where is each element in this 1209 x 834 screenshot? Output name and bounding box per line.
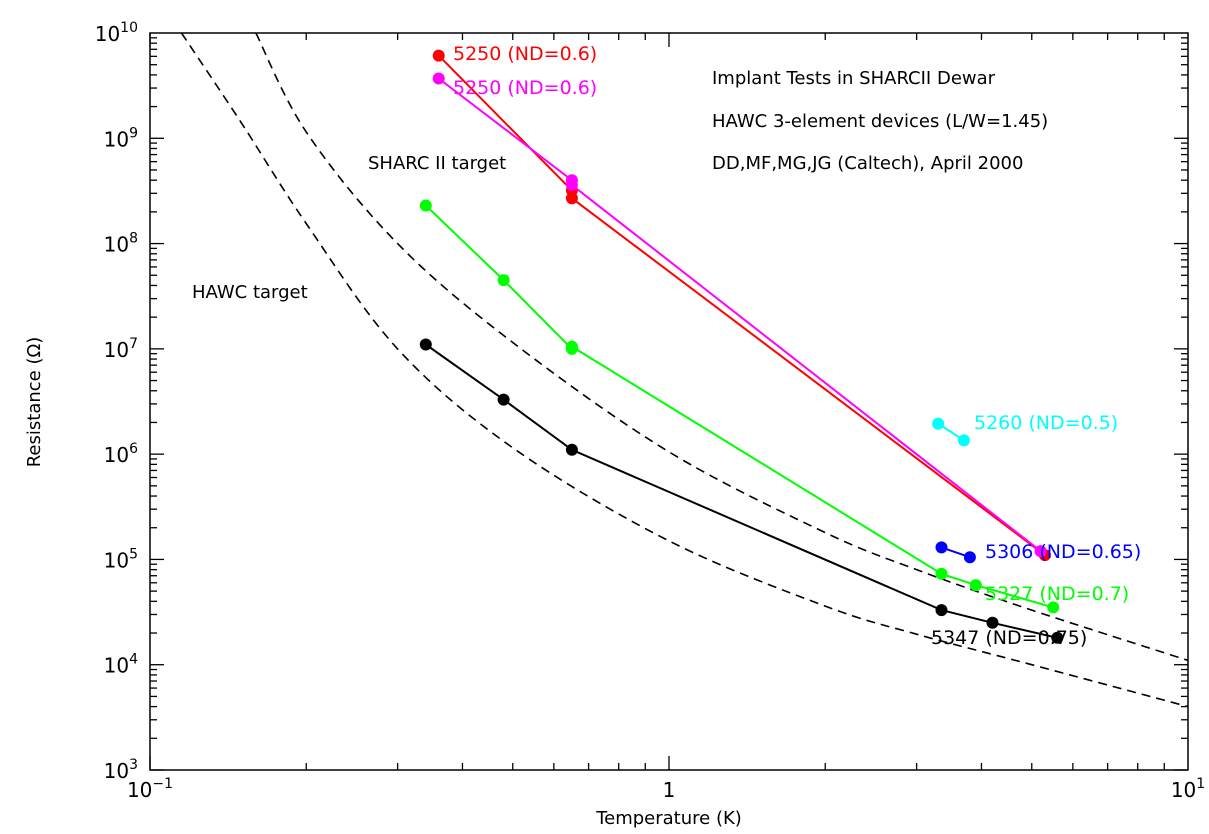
data-point — [1051, 631, 1064, 644]
x-tick-label: 10−1 — [127, 776, 173, 802]
data-point — [969, 579, 982, 592]
data-point — [419, 338, 432, 351]
y-tick-label: 104 — [104, 652, 138, 678]
series-line — [425, 343, 1058, 639]
plot-frame — [149, 32, 1189, 771]
data-point — [935, 604, 948, 617]
x-tick-label: 101 — [1171, 776, 1205, 802]
series-label-5250-red: 5250 (ND=0.6) — [453, 43, 597, 65]
x-tick-label: 1 — [663, 778, 676, 802]
y-tick-label: 108 — [104, 231, 138, 257]
annotation-2: HAWC 3-element devices (L/W=1.45) — [712, 111, 1048, 132]
y-tick-label: 105 — [104, 546, 138, 572]
series-label-5260: 5260 (ND=0.5) — [974, 412, 1118, 434]
tick-labels: 10−1 1 101 103 104 105 106 107 108 109 1010 — [95, 20, 1205, 802]
hawc-target-label: HAWC target — [192, 282, 308, 303]
data-point — [932, 417, 945, 430]
data-point — [497, 274, 510, 287]
series-label-5327: 5327 (ND=0.7) — [985, 583, 1129, 605]
x-axis-title: Temperature (K) — [595, 808, 742, 829]
tick-marks — [149, 33, 1188, 771]
data-point — [935, 541, 948, 554]
data-point — [963, 551, 976, 564]
data-point — [565, 192, 578, 205]
series-group — [419, 49, 1064, 644]
series-label-5347: 5347 (ND=0.75) — [931, 627, 1087, 649]
series-label-5306: 5306 (ND=0.65) — [985, 541, 1141, 563]
data-point — [565, 340, 578, 353]
data-point — [986, 616, 999, 629]
y-tick-label: 107 — [104, 336, 138, 362]
series-label-5250-magenta: 5250 (ND=0.6) — [453, 77, 597, 99]
data-point — [1047, 601, 1060, 614]
y-tick-label: 103 — [104, 757, 138, 783]
y-axis-title: Resistance (Ω) — [24, 337, 45, 468]
data-point — [419, 199, 432, 212]
data-point — [935, 567, 948, 580]
sharc-target-curve — [255, 33, 1188, 662]
data-point — [1034, 545, 1047, 558]
y-tick-label: 1010 — [95, 20, 138, 46]
data-point — [497, 393, 510, 406]
series-line — [438, 77, 1042, 552]
annotation-3: DD,MF,MG,JG (Caltech), April 2000 — [712, 153, 1023, 174]
y-tick-label: 106 — [104, 441, 138, 467]
sharc-target-label: SHARC II target — [368, 153, 506, 174]
data-point — [432, 49, 445, 62]
data-point — [432, 72, 445, 85]
y-tick-label: 109 — [104, 125, 138, 151]
hawc-target-curve — [180, 33, 1188, 708]
data-point — [565, 443, 578, 456]
annotation-1: Implant Tests in SHARCII Dewar — [712, 68, 996, 89]
series-line — [425, 204, 1054, 609]
target-curves — [180, 33, 1188, 708]
data-point — [565, 179, 578, 191]
data-point — [957, 434, 970, 447]
